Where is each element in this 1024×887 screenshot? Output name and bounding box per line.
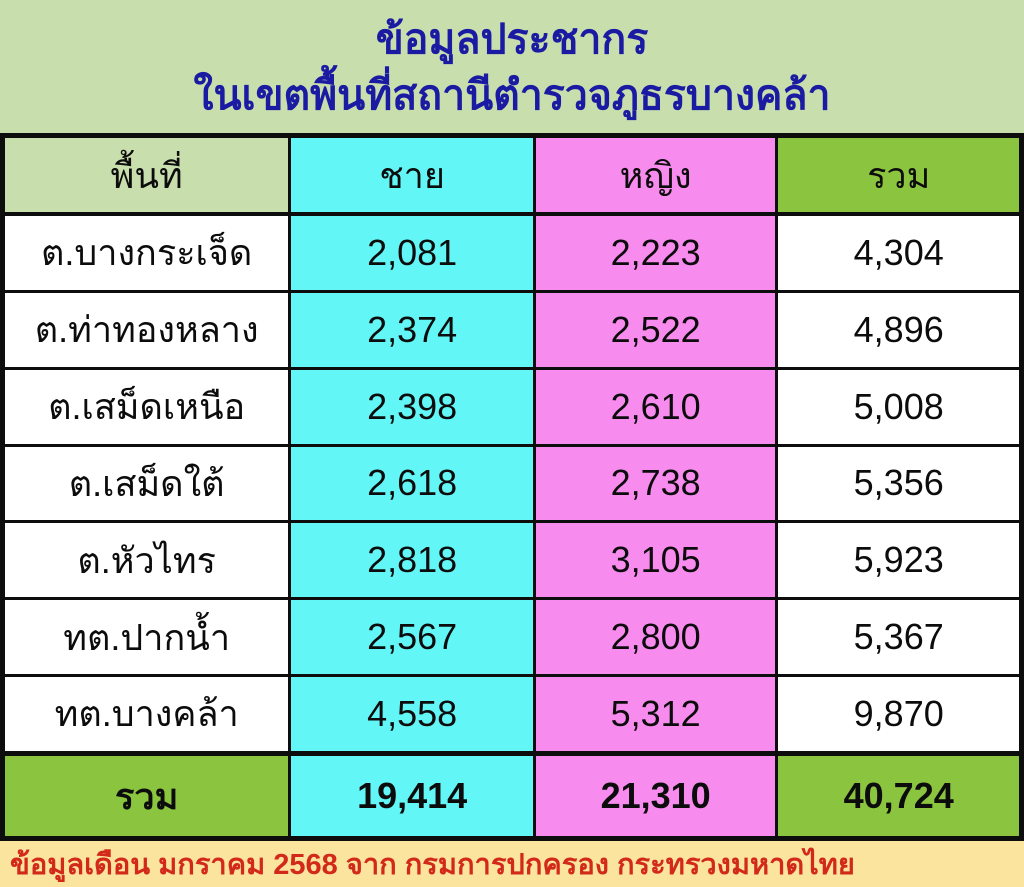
area-name-cell: ต.บางกระเจ็ด	[0, 212, 292, 293]
total-row-label: รวม	[0, 751, 292, 840]
total-row-total-value: 40,724	[775, 751, 1023, 840]
total-value-cell: 5,923	[775, 520, 1023, 601]
total-row-male-value: 19,414	[288, 751, 536, 840]
header-row: พื้นที่ ชาย หญิง รวม	[0, 134, 1023, 216]
area-name-cell: ทต.ปากน้ำ	[0, 597, 292, 677]
area-name-cell: ต.เสม็ดเหนือ	[0, 366, 292, 447]
total-row-female-value: 21,310	[532, 751, 779, 840]
table-body: ต.บางกระเจ็ด 2,081 2,223 4,304 ต.ท่าทองหลาง 2…	[0, 212, 1023, 756]
source-note-text: ข้อมูลเดือน มกราคม 2568 จาก กรมการปกครอง…	[10, 849, 855, 881]
total-value-cell: 4,304	[775, 212, 1023, 293]
male-value-cell: 2,618	[288, 443, 536, 524]
male-value-cell: 2,567	[288, 597, 536, 677]
female-value-cell: 5,312	[532, 673, 779, 756]
column-header-total: รวม	[775, 134, 1023, 216]
total-value-cell: 5,008	[775, 366, 1023, 447]
population-table: พื้นที่ ชาย หญิง รวม ต.บางกระเจ็ด 2,081 2,…	[0, 133, 1024, 841]
total-row: รวม 19,414 21,310 40,724	[0, 751, 1023, 840]
total-value-cell: 4,896	[775, 289, 1023, 370]
table-row: ต.เสม็ดใต้ 2,618 2,738 5,356	[0, 443, 1023, 524]
female-value-cell: 2,800	[532, 597, 779, 677]
total-value-cell: 5,356	[775, 443, 1023, 524]
table-row: ต.หัวไทร 2,818 3,105 5,923	[0, 520, 1023, 601]
title-block: ข้อมูลประชากร ในเขตพื้นที่สถานีตำรวจภูธร…	[0, 0, 1024, 133]
male-value-cell: 2,818	[288, 520, 536, 601]
area-name-cell: ทต.บางคล้า	[0, 673, 292, 756]
area-name-cell: ต.เสม็ดใต้	[0, 443, 292, 524]
table-row: ทต.ปากน้ำ 2,567 2,800 5,367	[0, 597, 1023, 677]
male-value-cell: 4,558	[288, 673, 536, 756]
area-name-cell: ต.หัวไทร	[0, 520, 292, 601]
page-title-line1: ข้อมูลประชากร	[375, 15, 649, 62]
male-value-cell: 2,081	[288, 212, 536, 293]
female-value-cell: 2,738	[532, 443, 779, 524]
table-row: ต.บางกระเจ็ด 2,081 2,223 4,304	[0, 212, 1023, 293]
table-row: ต.เสม็ดเหนือ 2,398 2,610 5,008	[0, 366, 1023, 447]
male-value-cell: 2,398	[288, 366, 536, 447]
column-header-female: หญิง	[532, 134, 779, 216]
page-title-line2: ในเขตพื้นที่สถานีตำรวจภูธรบางคล้า	[193, 72, 831, 119]
table-row: ทต.บางคล้า 4,558 5,312 9,870	[0, 673, 1023, 756]
total-value-cell: 5,367	[775, 597, 1023, 677]
total-value-cell: 9,870	[775, 673, 1023, 756]
female-value-cell: 2,223	[532, 212, 779, 293]
column-header-male: ชาย	[288, 134, 536, 216]
female-value-cell: 3,105	[532, 520, 779, 601]
area-name-cell: ต.ท่าทองหลาง	[0, 289, 292, 370]
female-value-cell: 2,522	[532, 289, 779, 370]
female-value-cell: 2,610	[532, 366, 779, 447]
male-value-cell: 2,374	[288, 289, 536, 370]
table-row: ต.ท่าทองหลาง 2,374 2,522 4,896	[0, 289, 1023, 370]
column-header-area: พื้นที่	[0, 134, 292, 216]
source-note-bar: ข้อมูลเดือน มกราคม 2568 จาก กรมการปกครอง…	[0, 841, 1024, 887]
